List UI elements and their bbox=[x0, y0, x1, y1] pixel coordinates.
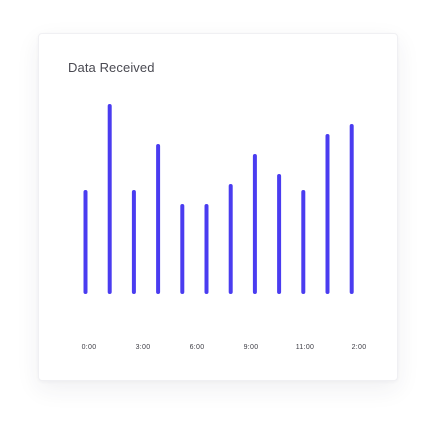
bar-1 bbox=[83, 190, 88, 294]
bar-4 bbox=[156, 144, 161, 294]
chart-title: Data Received bbox=[68, 60, 155, 75]
bar-11 bbox=[325, 134, 330, 294]
x-tick-label: 9:00 bbox=[244, 344, 259, 351]
bar-12 bbox=[349, 124, 354, 294]
bar-8 bbox=[252, 154, 257, 294]
x-tick-label: 2:00 bbox=[352, 344, 367, 351]
x-tick-label: 11:00 bbox=[296, 344, 315, 351]
bar-3 bbox=[131, 190, 136, 294]
bars-group bbox=[83, 104, 354, 294]
bar-2 bbox=[107, 104, 112, 294]
bar-5 bbox=[180, 204, 185, 294]
x-tick-label: 3:00 bbox=[136, 344, 151, 351]
bar-10 bbox=[301, 190, 306, 294]
x-axis-ticks: 0:00 3:00 6:00 9:00 11:00 2:00 bbox=[82, 344, 367, 351]
bar-7 bbox=[228, 184, 233, 294]
x-tick-label: 6:00 bbox=[190, 344, 205, 351]
bar-9 bbox=[277, 174, 282, 294]
x-tick-label: 0:00 bbox=[82, 344, 97, 351]
bar-6 bbox=[204, 204, 209, 294]
chart-card: Data Received bbox=[38, 33, 398, 381]
